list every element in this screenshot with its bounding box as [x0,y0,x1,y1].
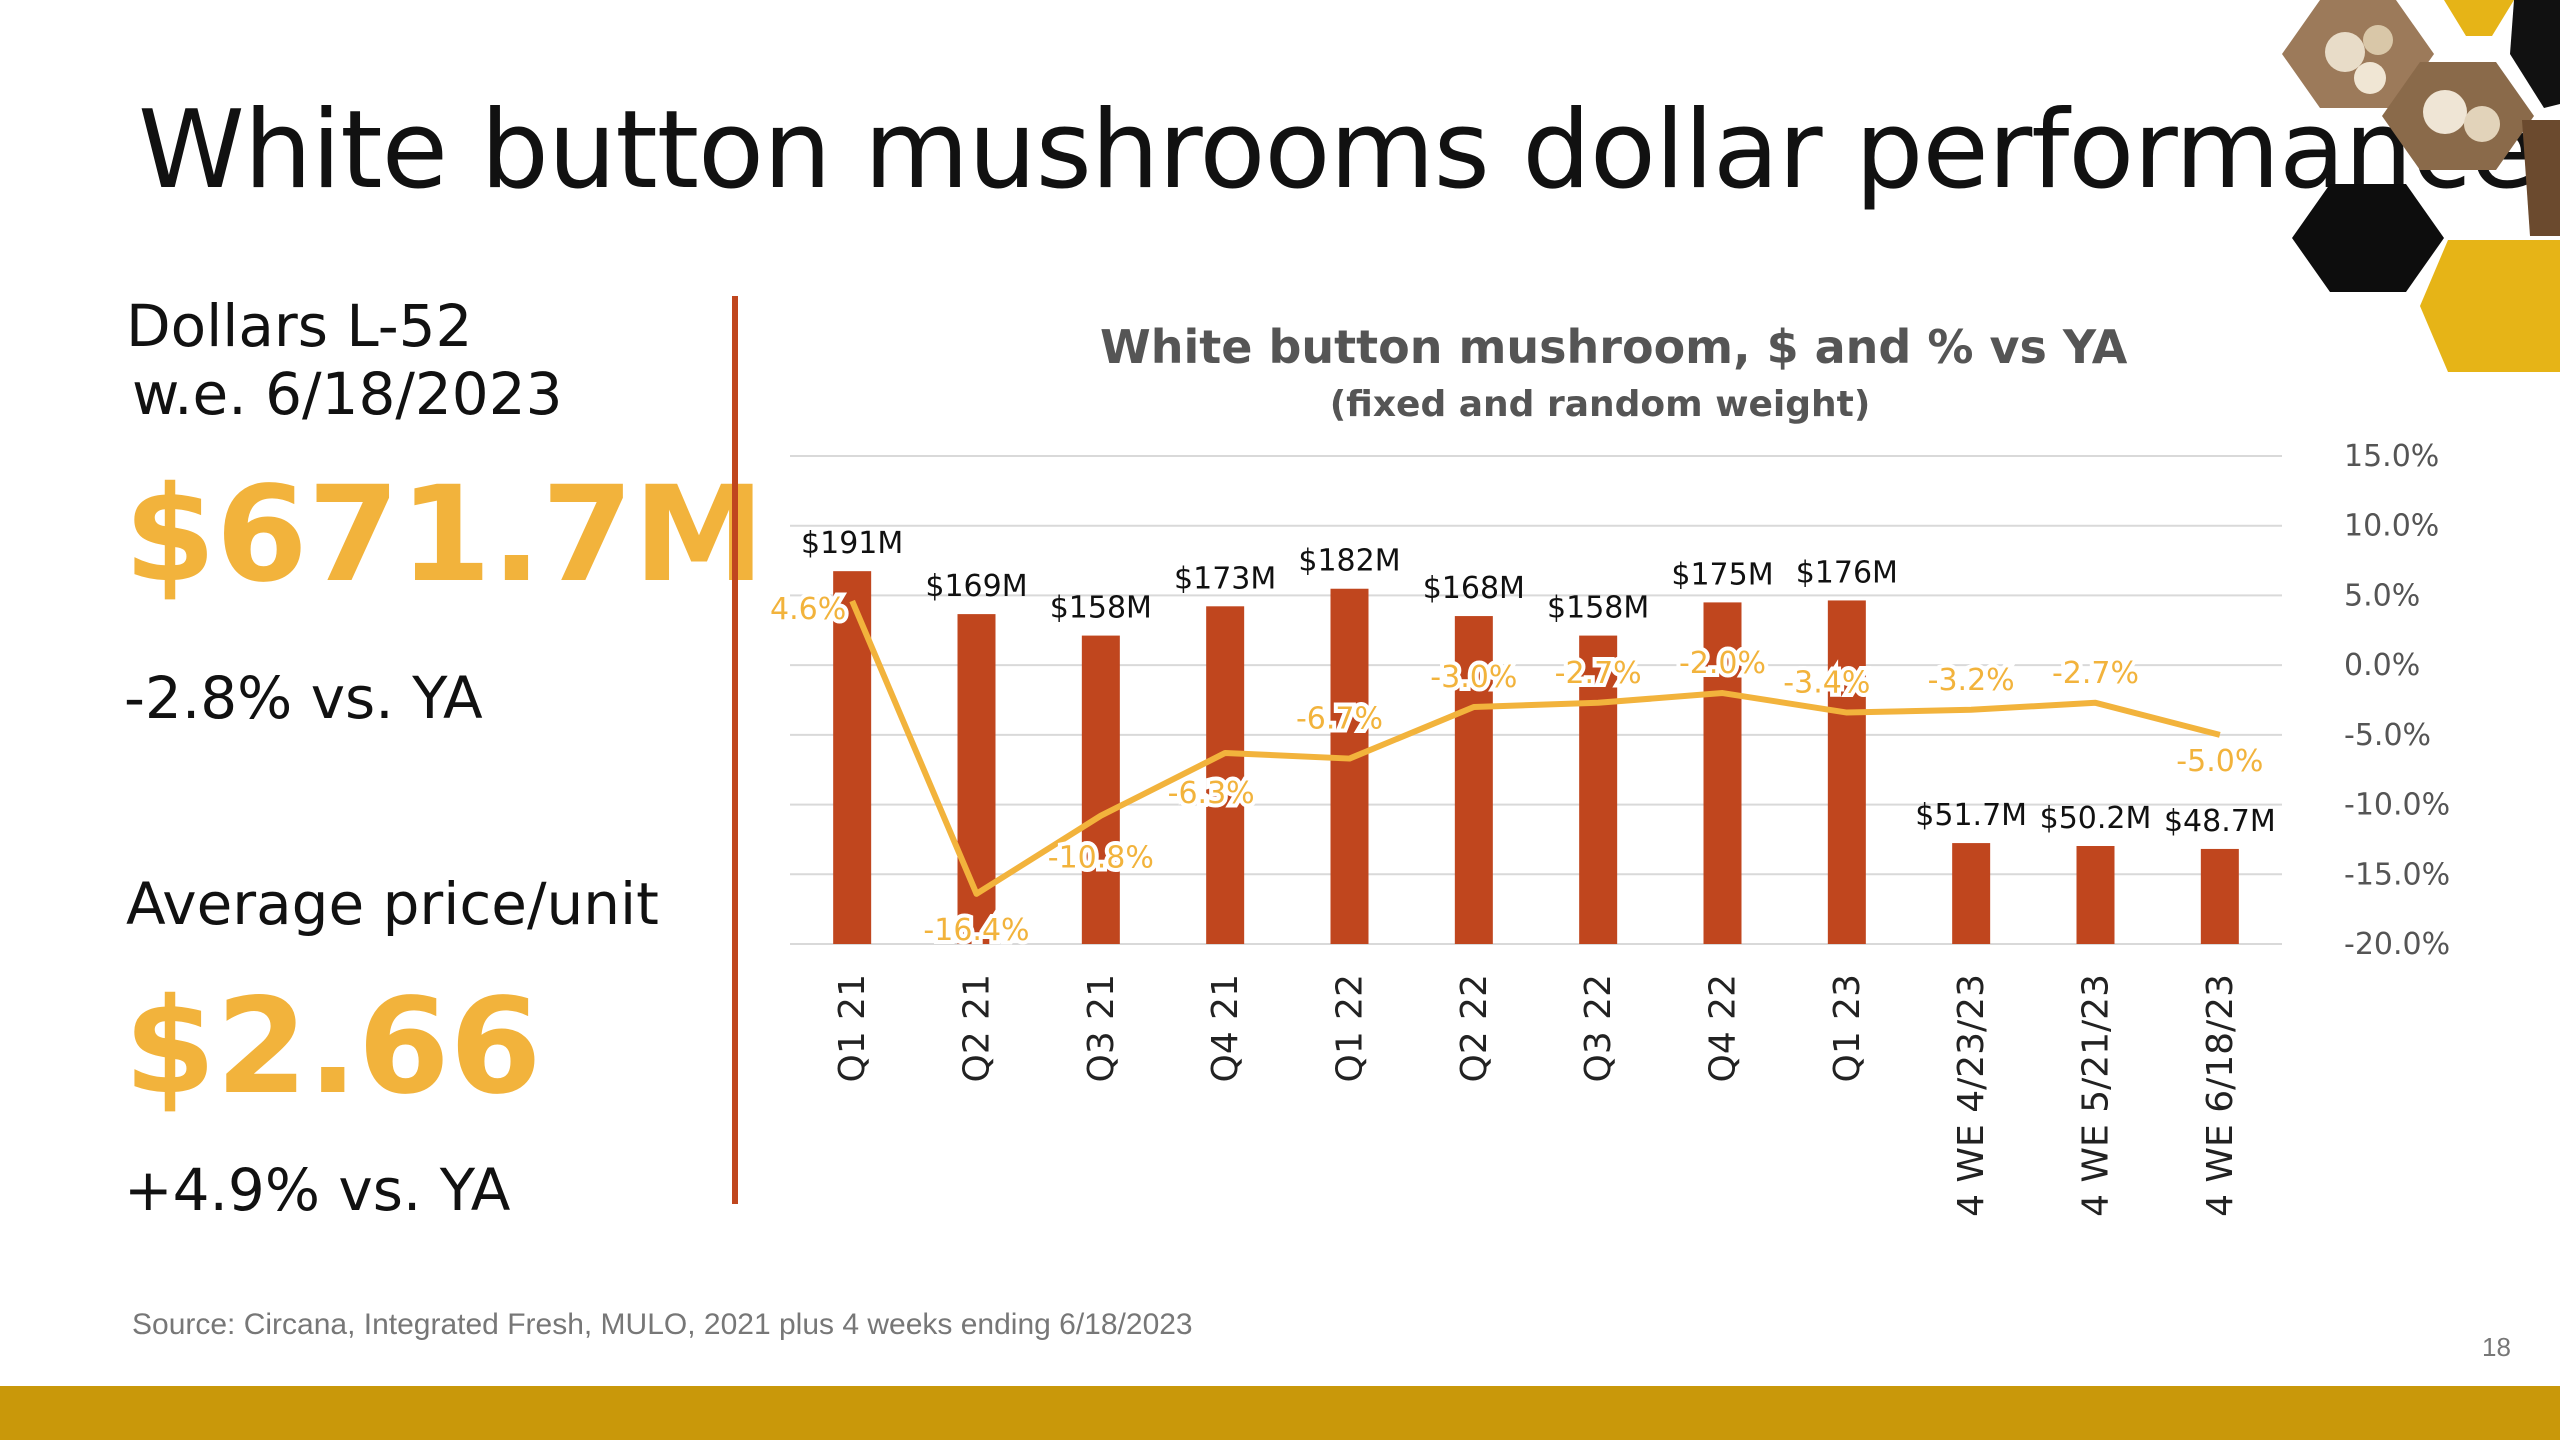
bar-value-label: $48.7M [2164,804,2276,839]
line-value-label: -2.7% [2052,656,2139,691]
bar-value-label: $176M [1796,555,1898,590]
price-value: $2.66 [124,970,542,1124]
bar [1827,600,1866,944]
bar [1081,635,1120,944]
vertical-divider [732,296,738,1204]
bar [1206,606,1245,944]
hex-gold-2 [2420,240,2560,372]
bar-value-label: $169M [925,569,1027,604]
bar-value-label: $158M [1050,591,1152,626]
bar [1454,616,1493,944]
bar-value-label: $158M [1547,591,1649,626]
hex-photo-3 [2522,120,2560,236]
bar [2200,848,2239,944]
bar [1952,843,1991,944]
bar [2076,846,2115,944]
bar [1330,588,1369,944]
dollars-label: Dollars L-52 [126,292,473,360]
chart-subtitle: (fixed and random weight) [1329,384,1871,425]
x-category-label: Q1 21 [832,974,873,1083]
y2-tick-label: 0.0% [2344,648,2420,683]
x-category-label: Q2 21 [957,974,998,1083]
mushroom-honeycomb-image [2282,0,2560,372]
line-value-label: -3.2% [1928,663,2015,698]
bar-value-label: $182M [1298,544,1400,579]
y2-tick-label: -15.0% [2344,857,2450,892]
x-category-label: Q3 22 [1578,974,1619,1083]
mushroom-cap [2354,62,2386,94]
pct-change-line [849,599,2221,897]
price-label: Average price/unit [126,870,659,938]
page-number: 18 [2482,1332,2511,1362]
y2-tick-label: -20.0% [2344,927,2450,962]
line-value-label: -3.4% [1783,666,1870,701]
dollars-change: -2.8% vs. YA [124,664,483,732]
x-category-label: 4 WE 4/23/23 [1951,974,1992,1217]
dollars-value: $671.7M [124,458,765,612]
line-value-label: -2.0% [1679,646,1766,681]
hex-black-1 [2510,0,2560,108]
x-category-label: 4 WE 6/18/23 [2200,974,2241,1217]
slide-title: White button mushrooms dollar performanc… [138,88,2536,213]
mushroom-cap [2423,90,2467,134]
x-category-label: Q2 22 [1454,974,1495,1083]
x-category-label: Q1 22 [1330,974,1371,1083]
line-value-label: -2.7% [1555,656,1642,691]
hex-gold-1 [2444,0,2514,36]
chart-title: White button mushroom, $ and % vs YA [1100,320,2128,374]
y2-tick-label: 5.0% [2344,578,2420,613]
bar-value-label: $168M [1423,571,1525,606]
line-value-label: -5.0% [2176,744,2263,779]
line-value-label: -10.8% [1048,841,1154,876]
x-category-label: Q4 22 [1703,974,1744,1083]
dollars-period-label: w.e. 6/18/2023 [132,360,563,428]
x-category-label: Q3 21 [1081,974,1122,1083]
combo-chart: 15.0% 10.0% 5.0% 0.0% -5.0% -10.0% -15.0% -20.0… [770,439,2451,1217]
y2-tick-label: 15.0% [2344,439,2439,474]
mushroom-cap [2363,25,2393,55]
hex-black-2 [2292,184,2444,292]
y2-tick-label: -10.0% [2344,788,2450,823]
mushroom-cap [2464,106,2500,142]
x-category-label: Q1 23 [1827,974,1868,1083]
bar [1703,602,1742,944]
bar-value-label: $51.7M [1915,798,2027,833]
line-value-label: -16.4% [923,913,1029,948]
line-value-label: 4.6% [770,592,846,627]
line-value-label: -6.7% [1296,702,1383,737]
line-value-label: -3.0% [1430,660,1517,695]
mushroom-cap [2325,32,2365,72]
x-category-label: Q4 21 [1205,974,1246,1083]
bar-value-label: $175M [1671,557,1773,592]
bar [1579,635,1618,944]
x-category-label: 4 WE 5/21/23 [2076,974,2117,1217]
y2-tick-label: -5.0% [2344,718,2431,753]
y2-tick-label: 10.0% [2344,509,2439,544]
bar-value-label: $191M [801,526,903,561]
footer-bar [0,1386,2560,1440]
source-note: Source: Circana, Integrated Fresh, MULO,… [132,1308,1193,1341]
line-value-label: -6.3% [1168,776,1255,811]
bar-value-label: $173M [1174,561,1276,596]
price-change: +4.9% vs. YA [124,1156,511,1224]
bar-value-label: $50.2M [2040,801,2152,836]
